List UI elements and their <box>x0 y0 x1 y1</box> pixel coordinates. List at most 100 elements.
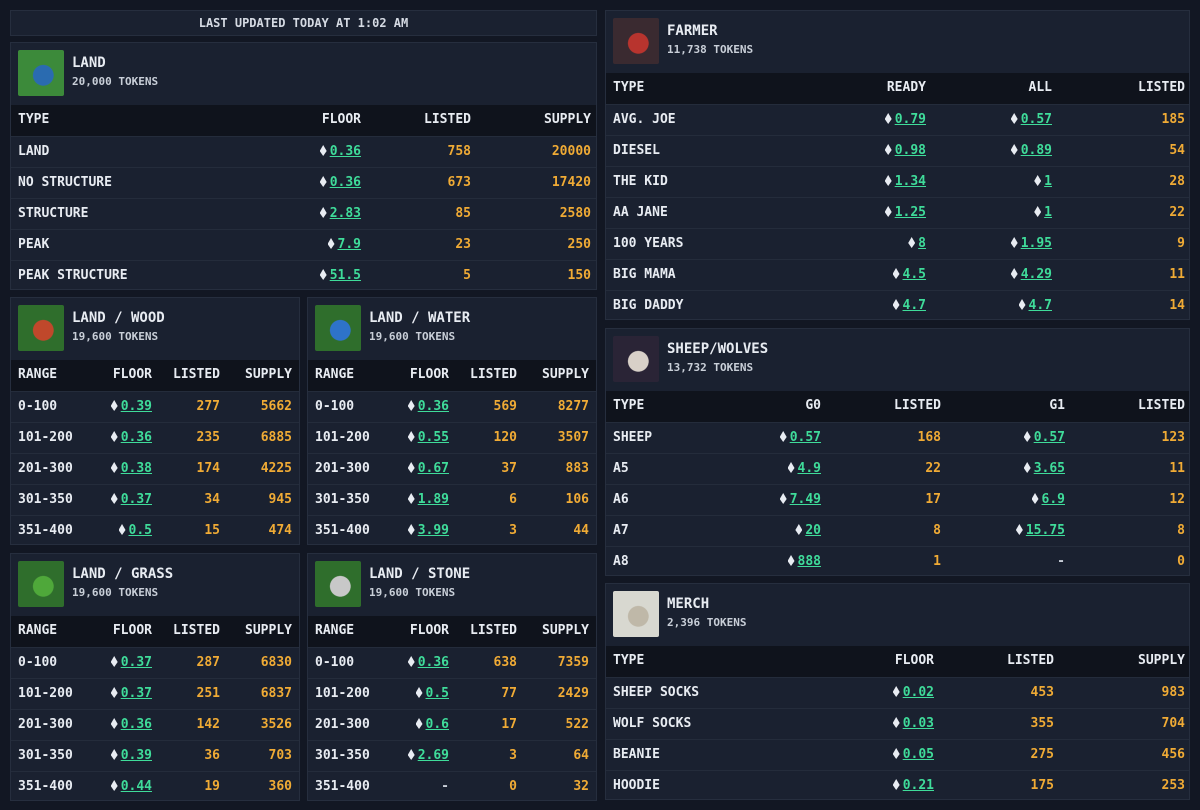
price-link: 3.65 <box>1033 461 1065 476</box>
value-cell: 474 <box>268 523 292 538</box>
price-link: 7.9 <box>337 237 361 252</box>
table-row: 201-300 0.67 37 883 <box>308 453 596 484</box>
eth-icon <box>795 524 803 535</box>
value-cell: 37 <box>501 461 517 476</box>
row-label: 0-100 <box>315 655 355 670</box>
row-label: 301-350 <box>315 492 370 507</box>
value-cell: 355 <box>1030 716 1054 731</box>
table-row: A6 7.49 17 6.9 12 <box>606 484 1189 515</box>
eth-icon <box>884 144 892 155</box>
value-cell: 251 <box>196 686 220 701</box>
column-header: ALL <box>1028 80 1052 95</box>
column-header: G1 <box>1049 398 1065 413</box>
value-cell: 168 <box>917 430 941 445</box>
row-label: HOODIE <box>613 778 660 793</box>
column-header: LISTED <box>1138 80 1185 95</box>
value-cell: 2429 <box>557 686 589 701</box>
column-header: TYPE <box>18 112 50 127</box>
price-link: 1.25 <box>894 205 926 220</box>
panel-icon <box>18 561 64 607</box>
price-link: 0.89 <box>1020 143 1052 158</box>
price-cell: 1 <box>1034 198 1052 228</box>
price-cell: 0.6 <box>415 710 449 740</box>
eth-icon <box>908 237 916 248</box>
table-row: WOLF SOCKS 0.03 355 704 <box>606 708 1189 739</box>
table-row: SHEEP 0.57 168 0.57 123 <box>606 422 1189 453</box>
table-row: 0-100 0.39 277 5662 <box>11 391 299 422</box>
panel-icon <box>613 18 659 64</box>
price-cell: 4.7 <box>1018 291 1052 319</box>
price-link: 888 <box>797 554 821 569</box>
value-cell: 77 <box>501 686 517 701</box>
price-cell: 0.89 <box>1010 136 1052 166</box>
row-label: 351-400 <box>315 779 370 794</box>
price-link: 1.89 <box>417 492 449 507</box>
price-cell: 0.37 <box>110 485 152 515</box>
eth-icon <box>892 779 900 790</box>
panel-title: SHEEP/WOLVES <box>667 341 769 357</box>
price-cell: 4.9 <box>787 454 821 484</box>
row-label: SHEEP SOCKS <box>613 685 700 700</box>
price-link: 0.37 <box>120 686 152 701</box>
panel: LAND / WATER 19,600 TOKENS RANGE FLOOR LISTE… <box>307 297 597 545</box>
eth-icon <box>110 749 118 760</box>
last-updated: LAST UPDATED TODAY AT 1:02 AM <box>10 10 597 36</box>
panel: SHEEP/WOLVES 13,732 TOKENS TYPE G0 LISTED G1 L… <box>605 328 1190 576</box>
table-row: A8 888 1 - 0 <box>606 546 1189 575</box>
column-header: TYPE <box>613 653 645 668</box>
value-cell: 44 <box>573 523 589 538</box>
panel-icon <box>315 561 361 607</box>
value-cell: - <box>1057 554 1065 569</box>
table-header: RANGE FLOOR LISTED SUPPLY <box>308 616 596 647</box>
panel: LAND 20,000 TOKENS TYPE FLOOR LISTED SUPPLY LA… <box>10 42 597 290</box>
row-label: STRUCTURE <box>18 206 89 221</box>
eth-icon <box>110 493 118 504</box>
price-link: 1.95 <box>1020 236 1052 251</box>
column-header: SUPPLY <box>245 367 292 382</box>
price-cell: 1.25 <box>884 198 926 228</box>
price-cell: 0.36 <box>110 710 152 740</box>
value-cell: 456 <box>1161 747 1185 762</box>
eth-icon <box>779 493 787 504</box>
panel-subtitle: 19,600 TOKENS <box>369 330 456 343</box>
value-cell: 11 <box>1169 461 1185 476</box>
price-link: 0.79 <box>894 112 926 127</box>
value-cell: 235 <box>196 430 220 445</box>
column-header: FLOOR <box>112 367 152 382</box>
value-cell: 8277 <box>557 399 589 414</box>
price-cell: 3.65 <box>1023 454 1065 484</box>
value-cell: 6885 <box>260 430 292 445</box>
value-cell: 85 <box>455 206 471 221</box>
panel-icon <box>613 591 659 637</box>
price-link: 20 <box>805 523 821 538</box>
price-link: 0.36 <box>417 399 449 414</box>
price-link: 6.9 <box>1041 492 1065 507</box>
price-link: 4.5 <box>902 267 926 282</box>
value-cell: 7359 <box>557 655 589 670</box>
table-row: 101-200 0.37 251 6837 <box>11 678 299 709</box>
row-label: PEAK STRUCTURE <box>18 268 128 283</box>
price-link: 4.29 <box>1020 267 1052 282</box>
panel-subtitle: 19,600 TOKENS <box>369 586 456 599</box>
price-cell: 6.9 <box>1031 485 1065 515</box>
value-cell: 277 <box>196 399 220 414</box>
eth-icon <box>892 748 900 759</box>
eth-icon <box>110 431 118 442</box>
price-link: 1 <box>1044 205 1052 220</box>
price-link: 0.03 <box>902 716 934 731</box>
eth-icon <box>1010 144 1018 155</box>
column-header: LISTED <box>470 367 517 382</box>
row-label: 201-300 <box>18 461 73 476</box>
panel-title: MERCH <box>667 596 710 612</box>
price-cell: 7.49 <box>779 485 821 515</box>
row-label: AVG. JOE <box>613 112 676 127</box>
table-header: RANGE FLOOR LISTED SUPPLY <box>11 616 299 647</box>
column-header: FLOOR <box>112 623 152 638</box>
table-row: 301-350 0.37 34 945 <box>11 484 299 515</box>
column-header: LISTED <box>173 367 220 382</box>
price-link: 0.37 <box>120 492 152 507</box>
column-header: LISTED <box>894 398 941 413</box>
row-label: 351-400 <box>315 523 370 538</box>
value-cell: 3526 <box>260 717 292 732</box>
table-row: BIG MAMA 4.5 4.29 11 <box>606 259 1189 290</box>
